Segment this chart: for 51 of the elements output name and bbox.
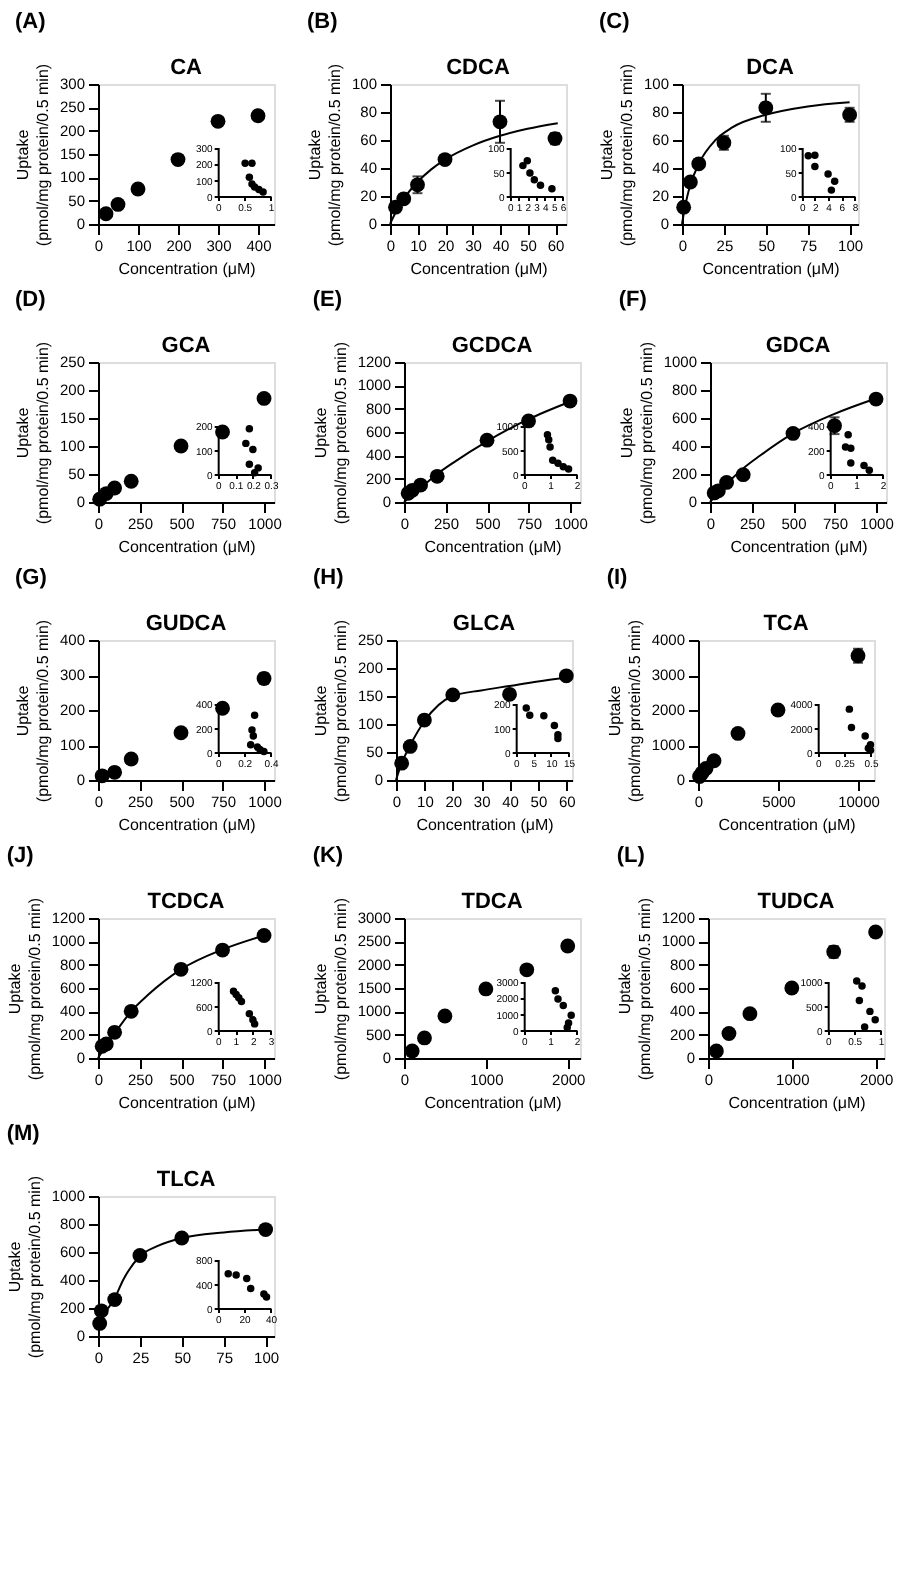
chart-title: GCDCA: [451, 334, 533, 358]
chart-title: GDCA: [765, 334, 831, 358]
chart-title: TLCA: [156, 1168, 216, 1192]
chart-title: GCA: [161, 334, 211, 358]
x-axis-title: Concentration (μM): [424, 1094, 563, 1112]
text: (M): [6, 1122, 41, 1146]
y-axis-title: Uptake (pmol/mg protein/0.5 min): [305, 63, 344, 247]
text: (I): [606, 566, 629, 590]
text: (F): [618, 288, 648, 312]
y-axis-title: Uptake (pmol/mg protein/0.5 min): [5, 1175, 44, 1359]
x-axis-title: Concentration (μM): [410, 260, 549, 278]
text: (L): [616, 844, 646, 868]
text: (K): [312, 844, 344, 868]
x-axis-title: Concentration (μM): [118, 816, 257, 834]
chart-title: GUDCA: [145, 612, 227, 636]
x-axis-title: Concentration (μM): [118, 1094, 257, 1112]
chart-title: CDCA: [446, 56, 510, 80]
chart-title: TDCA: [461, 890, 523, 914]
x-axis-title: Concentration (μM): [728, 1094, 867, 1112]
chart-title: TCA: [763, 612, 809, 636]
y-axis-title: Uptake (pmol/mg protein/0.5 min): [13, 63, 52, 247]
text: (B): [306, 10, 339, 34]
x-axis-title: Concentration (μM): [118, 538, 257, 556]
y-axis-title: Uptake (pmol/mg protein/0.5 min): [597, 63, 636, 247]
chart-title: GLCA: [452, 612, 516, 636]
x-axis-title: Concentration (μM): [702, 260, 841, 278]
text: (H): [312, 566, 345, 590]
chart-title: CA: [170, 56, 202, 80]
y-axis-title: Uptake (pmol/mg protein/0.5 min): [615, 897, 654, 1081]
y-axis-title: Uptake (pmol/mg protein/0.5 min): [311, 341, 350, 525]
chart-title: TCDCA: [147, 890, 225, 914]
text: (G): [14, 566, 48, 590]
y-axis-title: Uptake (pmol/mg protein/0.5 min): [13, 619, 52, 803]
y-axis-title: Uptake (pmol/mg protein/0.5 min): [617, 341, 656, 525]
chart-title: DCA: [746, 56, 794, 80]
text: (E): [312, 288, 343, 312]
y-axis-title: Uptake (pmol/mg protein/0.5 min): [605, 619, 644, 803]
x-axis-title: Concentration (μM): [424, 538, 563, 556]
x-axis-title: Concentration (μM): [416, 816, 555, 834]
y-axis-title: Uptake (pmol/mg protein/0.5 min): [311, 897, 350, 1081]
chart-title: TUDCA: [757, 890, 835, 914]
y-axis-title: Uptake (pmol/mg protein/0.5 min): [5, 897, 44, 1081]
text: (J): [6, 844, 35, 868]
text: (C): [598, 10, 631, 34]
text: (D): [14, 288, 47, 312]
x-axis-title: Concentration (μM): [118, 260, 257, 278]
y-axis-title: Uptake (pmol/mg protein/0.5 min): [13, 341, 52, 525]
y-axis-title: Uptake (pmol/mg protein/0.5 min): [311, 619, 350, 803]
text: (A): [14, 10, 47, 34]
x-axis-title: Concentration (μM): [718, 816, 857, 834]
x-axis-title: Concentration (μM): [730, 538, 869, 556]
